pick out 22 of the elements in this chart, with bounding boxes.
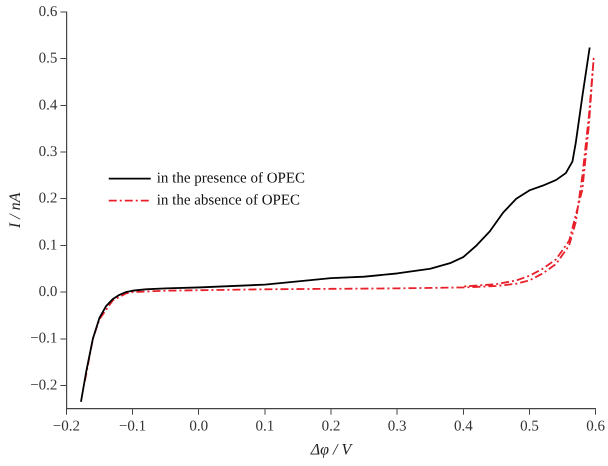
x-tick-label: 0.3 [388,418,407,435]
legend-label: in the presence of OPEC [156,170,306,187]
x-axis-title: Δφ / V [310,442,354,459]
y-tick-label: 0.5 [38,50,58,67]
y-axis-title: I / nA [6,192,24,230]
y-tick-label: −0.1 [30,330,58,347]
y-tick-label: 0.2 [38,190,58,207]
y-tick-label: 0.1 [38,237,58,254]
x-tick-label: 0.1 [255,418,274,435]
x-tick-label: −0.2 [52,418,80,435]
x-tick-label: 0.5 [520,418,539,435]
x-tick-label: 0.4 [454,418,474,435]
x-tick-label: 0.0 [189,418,208,435]
x-tick-label: 0.6 [586,418,606,435]
y-tick-label: −0.2 [30,377,58,394]
y-tick-label: 0.3 [38,144,58,160]
y-tick-label: 0.6 [38,4,58,20]
x-tick-label: 0.2 [322,418,340,435]
legend-label: in the absence of OPEC [156,192,300,209]
y-tick-label: 0.4 [38,97,58,114]
x-tick-label: −0.1 [118,418,146,435]
y-tick-label: 0.0 [38,284,58,300]
